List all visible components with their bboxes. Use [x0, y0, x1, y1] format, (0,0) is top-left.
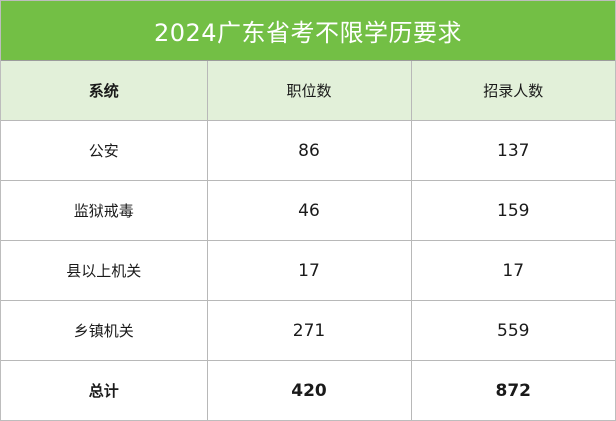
- row-positions: 46: [206, 180, 412, 241]
- table-row: 公安 86 137: [1, 120, 615, 181]
- row-positions: 271: [206, 300, 412, 361]
- row-positions: 86: [206, 120, 412, 181]
- total-recruits: 872: [410, 360, 615, 420]
- row-recruits: 137: [410, 120, 615, 181]
- row-recruits: 17: [410, 240, 615, 301]
- total-label: 总计: [1, 360, 208, 420]
- total-row: 总计 420 872: [1, 360, 615, 420]
- data-table: 系统 职位数 招录人数 公安 86 137 监狱戒毒 46 159 县以上机关 …: [1, 61, 615, 420]
- table-row: 县以上机关 17 17: [1, 240, 615, 301]
- total-positions: 420: [206, 360, 412, 420]
- header-recruits: 招录人数: [410, 61, 615, 121]
- row-recruits: 159: [410, 180, 615, 241]
- row-system: 县以上机关: [1, 240, 208, 301]
- table-row: 乡镇机关 271 559: [1, 300, 615, 361]
- row-system: 公安: [1, 120, 208, 181]
- table-row: 监狱戒毒 46 159: [1, 180, 615, 241]
- header-system: 系统: [1, 61, 208, 121]
- table-title: 2024广东省考不限学历要求: [1, 1, 615, 61]
- header-row: 系统 职位数 招录人数: [1, 61, 615, 121]
- row-positions: 17: [206, 240, 412, 301]
- row-system: 乡镇机关: [1, 300, 208, 361]
- header-positions: 职位数: [206, 61, 412, 121]
- row-system: 监狱戒毒: [1, 180, 208, 241]
- row-recruits: 559: [410, 300, 615, 361]
